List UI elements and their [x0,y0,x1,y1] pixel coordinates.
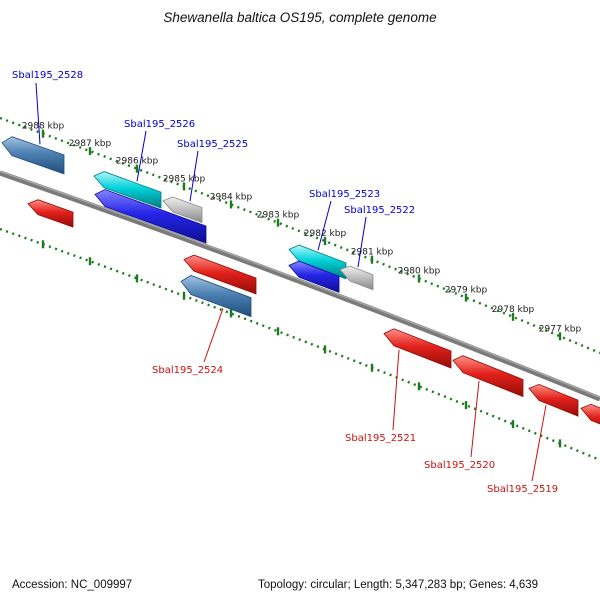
gene-label[interactable]: Sbal195_2526 [124,119,195,130]
ruler-tick-label: 2984 kbp [210,192,253,202]
ruler-tick-label: 2985 kbp [163,174,206,184]
gene-label-leader [203,308,224,363]
gene-arrow-sbal195_2528[interactable] [1,136,65,175]
gene-arrow[interactable] [27,199,74,228]
gene-label-leader [136,130,147,182]
gene-arrow-sbal195_2525[interactable] [162,196,203,224]
gene-label[interactable]: Sbal195_2521 [345,433,416,444]
genome-stats-text: Topology: circular; Length: 5,347,283 bp… [258,579,539,591]
gene-arrow-sbal195_2519[interactable] [528,383,579,417]
gene-arrow-sbal195_2520[interactable] [452,355,524,398]
ruler-tick-label: 2982 kbp [304,229,347,239]
gene-label[interactable]: Sbal195_2519 [487,484,558,495]
gene-arrow[interactable] [580,403,600,432]
ruler-tick-label: 2978 kbp [492,305,535,315]
gene-label-leader [35,82,41,145]
ruler-tick-label: 2977 kbp [539,324,582,334]
gene-label[interactable]: Sbal195_2520 [424,460,495,471]
gene-label-leader [189,150,199,202]
ruler-tick-label: 2988 kbp [22,122,65,132]
gene-label[interactable]: Sbal195_2522 [344,205,415,216]
gene-label[interactable]: Sbal195_2523 [309,189,380,200]
gene-label-leader [392,349,400,431]
gene-arrow[interactable] [183,254,257,295]
gene-arrow[interactable] [288,260,340,293]
gene-label[interactable]: Sbal195_2524 [152,365,223,376]
gene-label[interactable]: Sbal195_2525 [177,139,248,150]
ruler-tick-label: 2981 kbp [351,248,394,258]
accession-text: Accession: NC_009997 [12,579,133,591]
upper-ruler-dots [0,116,600,355]
gene-label-leader [357,216,367,268]
gene-arrow-sbal195_2521[interactable] [383,328,452,369]
gene-arrow-sbal195_2522[interactable] [339,265,374,291]
genome-backbone [0,170,600,402]
ruler-tick-label: 2983 kbp [257,211,300,221]
ruler-tick-label: 2979 kbp [445,286,488,296]
gene-arrow[interactable] [94,189,207,244]
ruler-tick-label: 2987 kbp [69,139,112,149]
lower-ruler-dots [0,227,600,462]
gene-label-leader [531,405,547,482]
gene-arrow-sbal195_2526[interactable] [93,171,162,209]
gene-label-leader [470,380,480,458]
ruler-tick-label: 2986 kbp [116,157,159,167]
genome-backbone-highlight [0,170,600,399]
ruler-tick-label: 2980 kbp [398,267,441,277]
gene-label-leader [317,200,332,251]
figure-title: Shewanella baltica OS195, complete genom… [163,10,437,25]
gene-label[interactable]: Sbal195_2528 [12,70,83,81]
gene-arrow-sbal195_2524[interactable] [180,275,252,318]
